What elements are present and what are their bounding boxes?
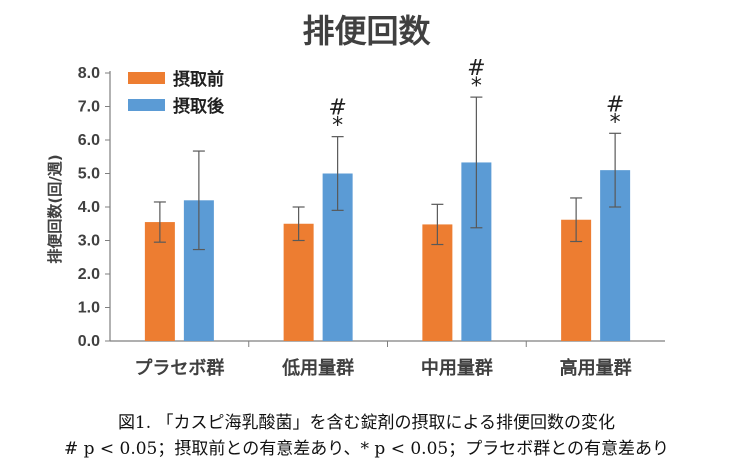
significance-hash: # xyxy=(328,96,346,121)
y-tick-label: 3.0 xyxy=(78,233,100,250)
y-tick-label: 0.0 xyxy=(78,333,100,350)
legend-swatch xyxy=(128,99,165,111)
x-category-label: 低用量群 xyxy=(281,357,354,379)
y-tick-label: 2.0 xyxy=(78,266,100,283)
significance-star: * xyxy=(610,110,621,135)
significance-star: * xyxy=(332,114,343,139)
figure-caption: 図1. 「カスピ海乳酸菌」を含む錠剤の摂取による排便回数の変化 xyxy=(117,413,616,433)
y-tick-label: 6.0 xyxy=(78,132,100,149)
y-axis-label: 排便回数(回/週) xyxy=(46,154,64,263)
significance-note: # p < 0.05；摂取前との有意差あり、* p < 0.05；プラセボ群との… xyxy=(63,439,670,459)
y-tick-label: 7.0 xyxy=(78,99,100,116)
chart-title: 排便回数 xyxy=(302,12,431,50)
legend-label: 摂取前 xyxy=(173,69,224,90)
legend-swatch xyxy=(128,72,165,84)
significance-star: * xyxy=(471,74,482,99)
bar-before xyxy=(283,223,314,341)
bar-chart: 0.0 1.0 2.0 3.0 4.0 5.0 6.0 7.0 8.0 排便回数(回/週) プラセボ… xyxy=(46,56,665,379)
legend-label: 摂取後 xyxy=(173,96,225,117)
y-tick-label: 4.0 xyxy=(78,199,100,216)
x-category-label: 高用量群 xyxy=(560,357,632,379)
x-category-label: 中用量群 xyxy=(421,357,493,379)
significance-hash: # xyxy=(467,56,485,81)
y-tick-label: 1.0 xyxy=(78,300,100,317)
significance-hash: # xyxy=(606,92,624,117)
x-category-label: プラセボ群 xyxy=(134,357,224,379)
y-tick-label: 8.0 xyxy=(78,65,100,82)
y-tick-label: 5.0 xyxy=(78,166,100,183)
